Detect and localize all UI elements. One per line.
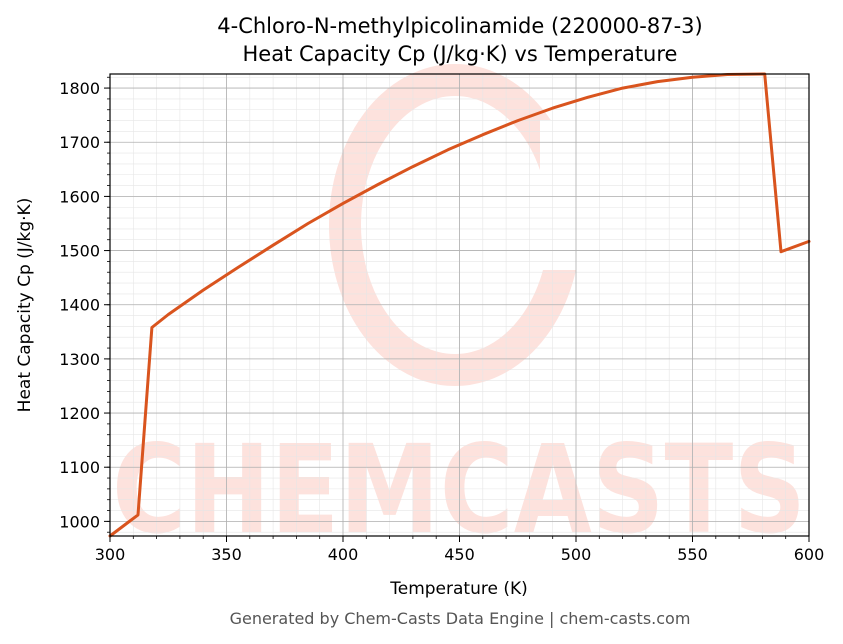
y-tick-label: 1600 [59, 187, 100, 206]
y-tick-label: 1700 [59, 133, 100, 152]
x-axis: 300 350 400 450 500 550 600 [95, 536, 825, 564]
x-tick-label: 600 [794, 545, 825, 564]
y-tick-label: 1500 [59, 242, 100, 261]
x-axis-label: Temperature (K) [389, 579, 528, 599]
y-tick-label: 1000 [59, 512, 100, 531]
x-tick-label: 300 [95, 545, 126, 564]
y-tick-label: 1200 [59, 404, 100, 423]
y-tick-label: 1400 [59, 296, 100, 315]
x-tick-label: 450 [444, 545, 475, 564]
x-tick-label: 350 [211, 545, 242, 564]
x-tick-label: 500 [561, 545, 592, 564]
x-tick-label: 400 [328, 545, 359, 564]
chart-title-line1: 4-Chloro-N-methylpicolinamide (220000-87… [217, 14, 702, 38]
y-axis-label: Heat Capacity Cp (J/kg·K) [15, 198, 35, 413]
y-tick-label: 1300 [59, 350, 100, 369]
y-tick-label: 1800 [59, 79, 100, 98]
y-axis: 1000 1100 1200 1300 1400 1500 1600 1700 1800 [59, 76, 110, 533]
series-group [108, 72, 811, 538]
series-line [108, 72, 811, 538]
x-tick-label: 550 [677, 545, 708, 564]
y-tick-label: 1100 [59, 458, 100, 477]
chart-title-line2: Heat Capacity Cp (J/kg·K) vs Temperature [243, 42, 678, 66]
footer-credit: Generated by Chem-Casts Data Engine | ch… [230, 609, 691, 628]
